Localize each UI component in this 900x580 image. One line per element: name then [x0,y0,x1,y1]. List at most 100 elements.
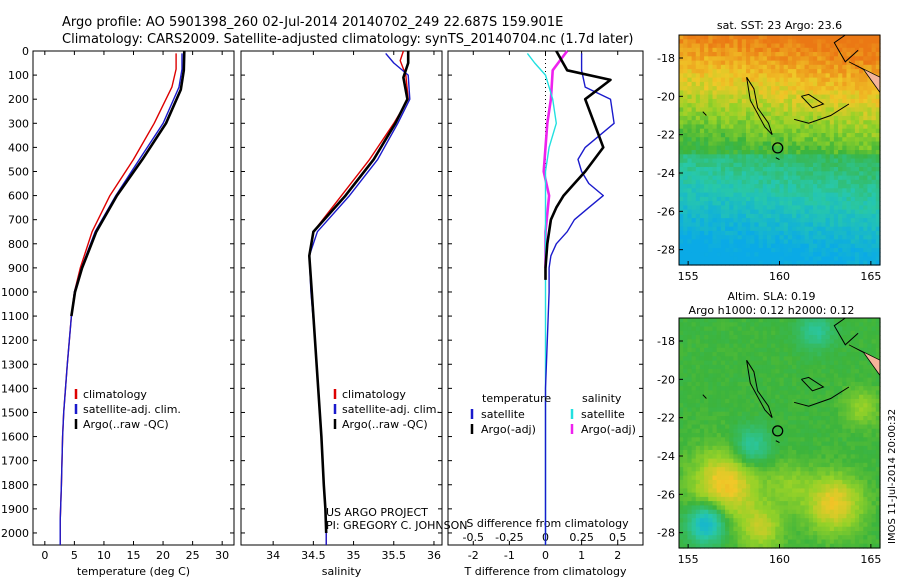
heatmap-cell [829,424,835,430]
heatmap-cell [787,77,793,83]
heatmap-cell [720,184,726,189]
heatmap-cell [699,330,705,336]
heatmap-cell [875,167,881,172]
heatmap-cell [804,471,810,477]
heatmap-cell [796,377,802,383]
heatmap-cell [683,175,688,181]
heatmap-cell [775,179,781,185]
heatmap-cell [704,458,709,464]
heatmap-cell [695,535,701,541]
heatmap-cell [833,496,839,502]
heatmap-cell [766,98,772,104]
heatmap-cell [863,47,869,53]
heatmap-cell [691,137,697,143]
heatmap-cell [838,492,843,498]
heatmap-cell [771,496,776,502]
heatmap-cell [687,184,693,189]
heatmap-cell [867,154,873,160]
heatmap-cell [838,458,843,464]
heatmap-cell [762,90,768,96]
heatmap-cell [695,188,701,194]
heatmap-cell [829,103,835,108]
heatmap-cell [716,509,722,515]
heatmap-cell [754,141,760,147]
heatmap-cell [850,154,856,160]
heatmap-cell [712,90,718,96]
heatmap-cell [699,137,705,143]
heatmap-cell [850,39,856,45]
heatmap-cell [746,428,751,434]
heatmap-cell [817,454,822,460]
heatmap-cell [808,154,814,160]
heatmap-cell [792,124,797,130]
heatmap-cell [863,133,869,138]
heatmap-cell [737,196,743,202]
heatmap-cell [712,196,718,202]
heatmap-cell [716,86,722,91]
heatmap-cell [754,501,760,506]
heatmap-cell [783,352,789,357]
heatmap-cell [687,141,693,147]
heatmap-cell [708,107,714,113]
heatmap-cell [699,218,705,223]
heatmap-cell [821,222,827,228]
heatmap-cell [800,248,806,253]
heatmap-cell [699,60,705,66]
heatmap-cell [863,141,869,147]
heatmap-cell [779,218,785,223]
heatmap-cell [850,256,856,262]
heatmap-cell [787,154,793,160]
heatmap-cell [720,213,726,219]
heatmap-cell [695,450,701,455]
heatmap-cell [725,205,730,211]
heatmap-cell [838,81,843,87]
heatmap-cell [716,64,722,70]
heatmap-cell [792,454,797,460]
heatmap-cell [796,103,802,108]
heatmap-cell [691,35,697,40]
heatmap-cell [833,243,839,249]
heatmap-cell [754,260,760,266]
heatmap-cell [854,235,860,241]
heatmap-cell [871,145,877,151]
heatmap-cell [775,124,781,130]
heatmap-cell [725,369,730,374]
heatmap-cell [867,167,873,172]
heatmap-cell [838,133,843,138]
heatmap-cell [741,535,747,541]
heatmap-cell [821,526,827,532]
heatmap-cell [741,339,747,345]
heatmap-cell [808,450,814,455]
heatmap-cell [708,535,714,541]
heatmap-cell [683,86,688,91]
heatmap-cell [821,133,827,138]
heatmap-cell [850,188,856,194]
heatmap-cell [687,437,693,443]
heatmap-cell [787,81,793,87]
heatmap-cell [708,145,714,151]
heatmap-cell [838,437,843,443]
heatmap-cell [741,488,747,494]
heatmap-cell [766,145,772,151]
heatmap-cell [750,377,755,383]
heatmap-cell [687,248,693,253]
heatmap-cell [750,81,755,87]
heatmap-cell [842,196,848,202]
heatmap-cell [750,343,755,349]
heatmap-cell [787,424,793,430]
heatmap-cell [829,454,835,460]
heatmap-cell [737,501,743,506]
heatmap-cell [813,475,818,481]
heatmap-cell [796,411,802,417]
heatmap-cell [766,60,772,66]
heatmap-cell [699,94,705,100]
heatmap-cell [758,386,764,391]
heatmap-cell [699,73,705,79]
heatmap-cell [699,252,705,258]
heatmap-cell [771,343,776,349]
heatmap-cell [733,479,739,485]
heatmap-cell [683,124,688,130]
heatmap-cell [775,73,781,79]
heatmap-cell [699,492,705,498]
heatmap-cell [829,64,835,70]
